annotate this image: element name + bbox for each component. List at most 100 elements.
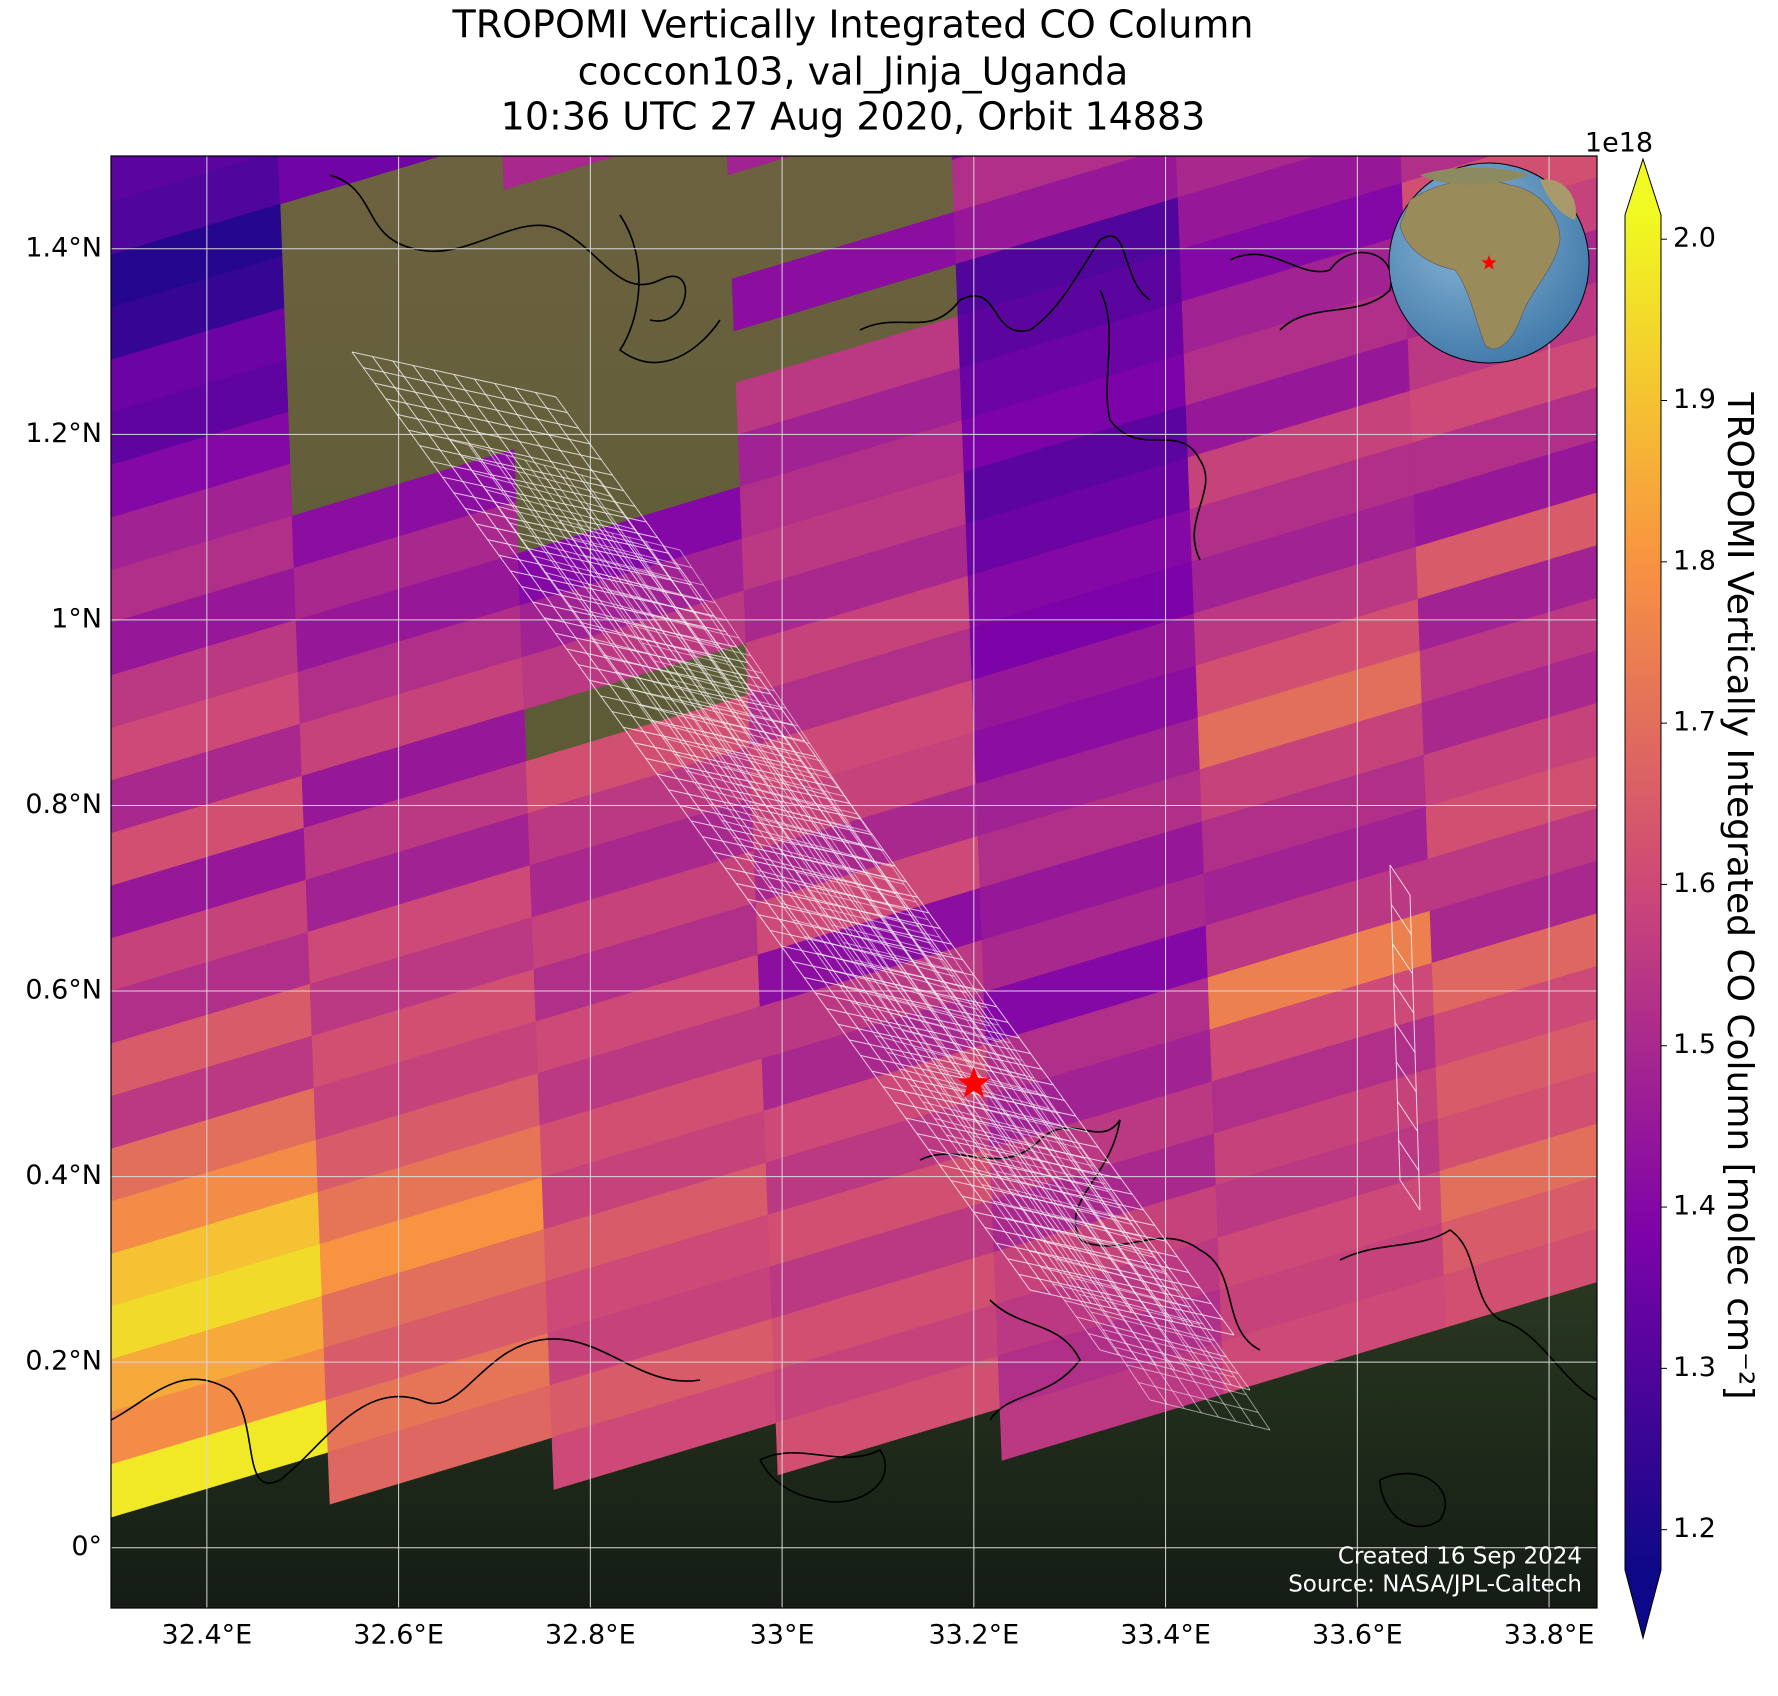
footprint-line xyxy=(645,541,1237,1422)
footprint-line xyxy=(902,1029,1023,1061)
pixel xyxy=(1413,439,1597,548)
continent xyxy=(1399,179,1561,350)
annotation: Source: NASA/JPL-Caltech xyxy=(1288,1572,1582,1598)
footprint-line xyxy=(819,906,940,938)
footprint-line xyxy=(630,625,751,657)
map-frame xyxy=(110,155,1598,1609)
footprint-line xyxy=(949,1100,1070,1132)
colorbar-tick-label: 2.0 xyxy=(1673,223,1716,254)
colorbar-tick-label: 1.8 xyxy=(1673,545,1716,576)
subtitle: 10:36 UTC 27 Aug 2020, Orbit 14883 xyxy=(501,95,1206,139)
footprint-line xyxy=(473,378,1153,1318)
continent xyxy=(1420,167,1530,185)
colorbar-extend xyxy=(1625,159,1661,215)
footprint-line xyxy=(795,871,917,903)
footprint-line xyxy=(1043,1241,1164,1273)
gridlines xyxy=(111,156,1597,1608)
pixel xyxy=(277,156,442,205)
footprint-line xyxy=(1020,1205,1141,1237)
continent xyxy=(1540,179,1576,220)
colorbar-tick-label: 1.9 xyxy=(1673,384,1716,415)
footprint-line xyxy=(1114,1346,1235,1378)
footprint-line xyxy=(760,818,881,850)
footprint-line xyxy=(611,532,1202,1414)
footprint-line xyxy=(772,836,893,868)
footprint-line xyxy=(642,642,763,674)
footprint-line xyxy=(412,365,1092,1304)
y-tick-label: 0.2°N xyxy=(25,1346,102,1377)
pixel xyxy=(1439,1123,1597,1224)
footprint-line xyxy=(701,730,822,762)
colorbar-tick-label: 1.4 xyxy=(1673,1191,1716,1222)
pixel xyxy=(1435,1018,1597,1120)
footprint-line xyxy=(1390,904,1412,935)
pixel xyxy=(1437,1071,1597,1172)
footprint-line xyxy=(1409,894,1421,1211)
colorbar-label: TROPOMI Vertically Integrated CO Column … xyxy=(1719,391,1760,1399)
footprint-line xyxy=(618,607,740,639)
footprint-line xyxy=(831,924,952,956)
footprint-line xyxy=(593,528,1185,1409)
x-tick-label: 32.8°E xyxy=(545,1620,636,1651)
footprint-line xyxy=(583,554,704,586)
footprint-line xyxy=(1397,1100,1418,1132)
footprint-line xyxy=(1090,1311,1212,1343)
footprint-line xyxy=(351,351,1031,1291)
footprint-line xyxy=(595,572,716,604)
footprint-line xyxy=(807,889,928,921)
pixel xyxy=(1409,334,1597,444)
footprint-line xyxy=(736,783,858,815)
globe-inset xyxy=(1388,162,1590,364)
footprint-line xyxy=(1102,1329,1223,1361)
colorbar: 1e18 TROPOMI Vertically Integrated CO Co… xyxy=(1585,128,1760,1640)
x-tick-label: 33.6°E xyxy=(1312,1620,1403,1651)
footprint-line xyxy=(433,369,1113,1309)
footprint-line xyxy=(878,994,999,1026)
y-tick-label: 0.8°N xyxy=(25,789,102,820)
colorbar-extend xyxy=(1625,1570,1661,1638)
footprint-line xyxy=(725,765,846,797)
pixel xyxy=(1441,1176,1597,1276)
pixel xyxy=(1415,492,1597,600)
x-tick-label: 33.8°E xyxy=(1504,1620,1595,1651)
pixel xyxy=(1423,702,1597,808)
pixel xyxy=(1429,860,1597,964)
site-marker xyxy=(957,1066,991,1098)
colorbar-offset: 1e18 xyxy=(1585,128,1653,159)
footprint-line xyxy=(1392,943,1413,975)
footprint-line xyxy=(1399,1179,1421,1211)
footprint-line xyxy=(689,713,810,745)
pixel xyxy=(1431,913,1597,1016)
footprint-line xyxy=(984,1153,1105,1185)
footprint-line xyxy=(843,941,964,973)
footprint-line xyxy=(607,589,728,621)
globe-site-marker xyxy=(1481,255,1497,270)
footprint-line xyxy=(571,537,692,569)
pixel xyxy=(1417,545,1597,652)
footprint-line xyxy=(559,519,681,551)
colorbar-tick-label: 1.5 xyxy=(1673,1029,1716,1060)
y-tick-label: 1.4°N xyxy=(25,232,102,263)
subtitle: coccon103, val_Jinja_Uganda xyxy=(578,50,1129,94)
footprint-line xyxy=(576,524,1168,1405)
y-tick-label: 0° xyxy=(71,1531,102,1562)
footprint-line xyxy=(1079,1293,1200,1325)
footprint-line xyxy=(890,1012,1011,1044)
footprint-line xyxy=(1138,1381,1259,1413)
x-tick-label: 33°E xyxy=(750,1620,815,1651)
footprint-line xyxy=(1394,1022,1416,1053)
footprint-line xyxy=(996,1170,1117,1202)
y-tick-label: 1.2°N xyxy=(25,418,102,449)
y-tick-label: 0.4°N xyxy=(25,1160,102,1191)
footprint-line xyxy=(1031,1223,1153,1255)
x-tick-label: 33.2°E xyxy=(928,1620,1019,1651)
y-tick-label: 0.6°N xyxy=(25,975,102,1006)
footprint-line xyxy=(1149,1399,1271,1431)
pixel xyxy=(726,156,793,176)
colorbar-tick-label: 1.2 xyxy=(1673,1513,1716,1544)
colorbar-frame xyxy=(1624,157,1662,1640)
x-tick-label: 32.4°E xyxy=(162,1620,253,1651)
axes: 32.4°E 32.6°E 32.8°E 33°E 33.2°E 33.4°E 33.6°E… xyxy=(25,232,1594,1650)
footprint-line xyxy=(961,1117,1082,1149)
